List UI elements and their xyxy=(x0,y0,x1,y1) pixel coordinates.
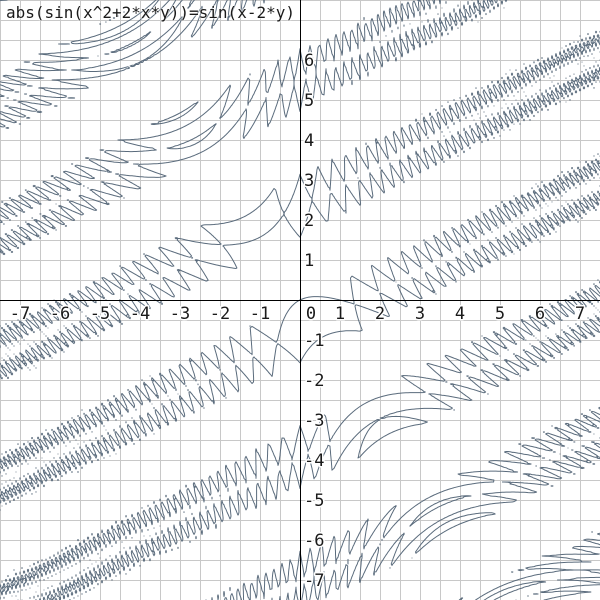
x-tick-label: 1 xyxy=(335,304,345,324)
y-tick-label: -1 xyxy=(304,331,324,351)
y-tick-label: 4 xyxy=(304,131,314,151)
y-tick-label: 1 xyxy=(304,251,314,271)
x-tick-label: -7 xyxy=(10,304,30,324)
x-tick-label: -5 xyxy=(90,304,110,324)
x-tick-label: -3 xyxy=(170,304,190,324)
x-tick-label: -4 xyxy=(130,304,150,324)
y-tick-label: -7 xyxy=(304,571,324,591)
equation-label: abs(sin(x^2+2*x*y))=sin(x-2*y) xyxy=(6,3,295,22)
x-tick-label: -6 xyxy=(50,304,70,324)
y-tick-label: 2 xyxy=(304,211,314,231)
x-tick-label: 4 xyxy=(455,304,465,324)
y-tick-label: 5 xyxy=(304,91,314,111)
y-tick-label: 3 xyxy=(304,171,314,191)
y-tick-label: -2 xyxy=(304,371,324,391)
x-tick-label: -2 xyxy=(210,304,230,324)
tick-labels: -7 -6 -5 -4 -3 -2 -1 0 1 2 3 4 5 6 7654321-1-2-3-4-5-6… xyxy=(8,50,586,593)
y-tick-label: -5 xyxy=(304,491,324,511)
y-tick-label: 6 xyxy=(304,51,314,71)
x-tick-label: 5 xyxy=(495,304,505,324)
x-tick-label: 0 xyxy=(306,304,316,324)
x-tick-label: 2 xyxy=(375,304,385,324)
x-tick-label: 6 xyxy=(535,304,545,324)
x-tick-label: 7 xyxy=(575,304,585,324)
x-tick-label: -1 xyxy=(250,304,270,324)
y-tick-label: -6 xyxy=(304,531,324,551)
y-tick-label: -3 xyxy=(304,411,324,431)
y-tick-label: -4 xyxy=(304,451,324,471)
x-tick-label: 3 xyxy=(415,304,425,324)
